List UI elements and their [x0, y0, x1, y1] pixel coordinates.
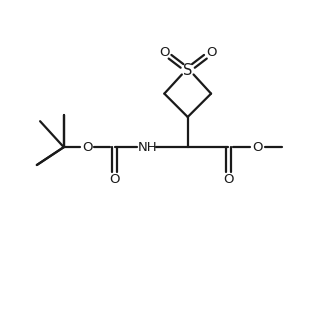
Text: S: S — [183, 63, 192, 78]
Text: O: O — [159, 46, 170, 59]
Text: O: O — [110, 173, 120, 186]
Text: O: O — [82, 141, 92, 154]
Text: O: O — [206, 46, 216, 59]
Text: NH: NH — [137, 141, 157, 154]
Text: O: O — [223, 173, 234, 186]
Text: O: O — [252, 141, 263, 154]
